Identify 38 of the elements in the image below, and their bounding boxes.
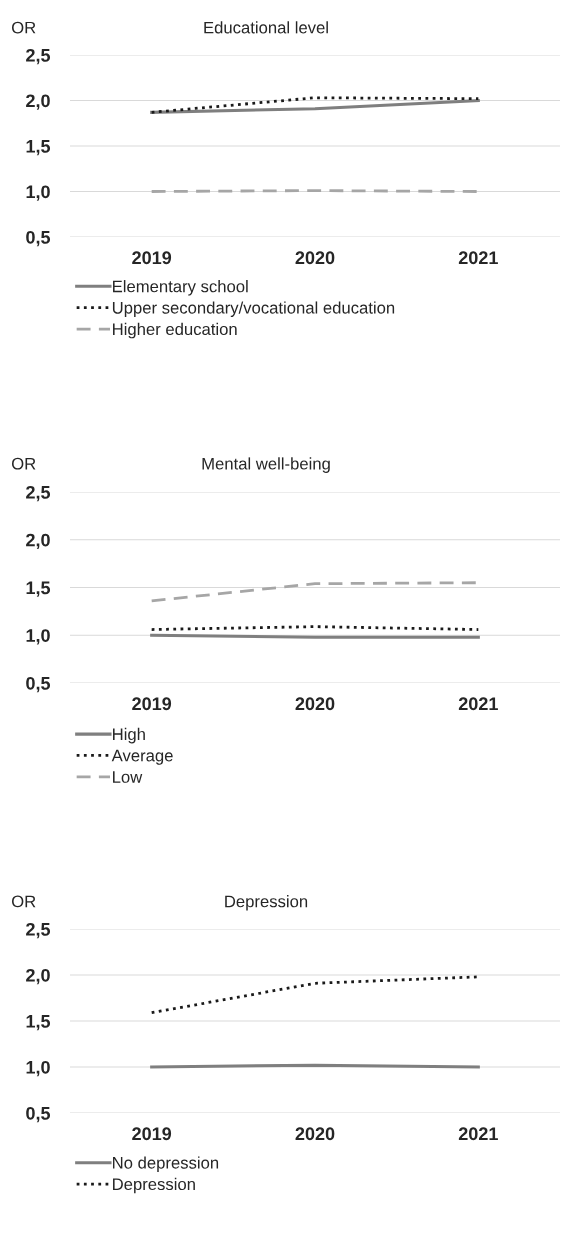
chart-title: Mental well-being — [202, 457, 330, 473]
y-tick-label: 2,5 — [26, 485, 51, 502]
legend-label: Upper secondary/vocational education — [112, 301, 395, 317]
y-tick-label: 1,5 — [26, 140, 51, 156]
y-tick-label: 2,5 — [26, 922, 51, 939]
x-tick-label: 2021 — [458, 697, 498, 711]
legend-label: Depression — [113, 1177, 195, 1194]
y-tick-label: 2,0 — [26, 533, 50, 550]
y-tick-label: 2,0 — [26, 94, 50, 110]
y-tick-label: 1,5 — [26, 1015, 51, 1031]
y-tick-label: 1,0 — [26, 185, 50, 201]
y-axis-title: OR — [11, 895, 36, 908]
chart-title: Educational level — [204, 21, 328, 34]
x-tick-label: 2019 — [132, 251, 172, 265]
legend-label: High — [113, 727, 145, 744]
y-tick-label: 1,0 — [26, 629, 50, 645]
y-tick-label: 1,5 — [26, 581, 51, 597]
y-tick-label: 0,5 — [26, 676, 51, 693]
y-axis-title: OR — [11, 457, 36, 470]
x-tick-label: 2021 — [458, 1127, 498, 1141]
y-tick-label: 0,5 — [26, 230, 51, 247]
legend-label: No depression — [113, 1156, 219, 1172]
x-tick-label: 2019 — [132, 1127, 172, 1141]
x-tick-label: 2019 — [132, 697, 172, 711]
legend-label: Elementary school — [113, 280, 248, 296]
x-tick-label: 2020 — [295, 251, 335, 265]
legend-label: Average — [111, 749, 173, 765]
y-tick-label: 2,5 — [26, 48, 51, 65]
x-tick-label: 2021 — [458, 251, 498, 265]
y-tick-label: 0,5 — [26, 1106, 51, 1123]
y-tick-label: 1,0 — [26, 1060, 50, 1077]
chart-title: Depression — [225, 895, 308, 911]
legend-label: Low — [113, 771, 143, 783]
y-axis-title: OR — [11, 21, 36, 34]
x-tick-label: 2020 — [295, 1127, 335, 1141]
x-tick-label: 2020 — [295, 697, 335, 711]
legend-label: Higher education — [113, 322, 237, 339]
y-tick-label: 2,0 — [26, 968, 50, 985]
